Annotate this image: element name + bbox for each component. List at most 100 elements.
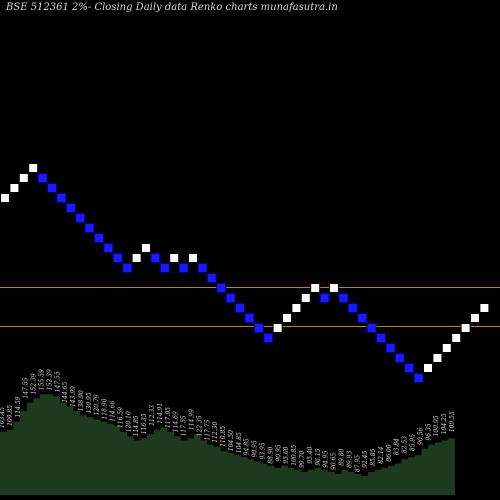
down-brick: [253, 323, 264, 333]
price-label: 112.30: [212, 422, 219, 443]
price-label: 104.25: [441, 413, 448, 434]
price-label: 114.66: [110, 401, 117, 422]
up-brick: [432, 353, 443, 363]
price-label: 100.95: [433, 415, 440, 436]
down-brick: [103, 243, 114, 253]
price-label: 138.90: [78, 390, 85, 411]
price-label: 89.80: [338, 448, 345, 465]
up-brick: [141, 243, 151, 253]
up-brick: [423, 363, 433, 373]
up-brick: [18, 173, 29, 183]
down-brick: [47, 183, 57, 193]
up-brick: [188, 253, 198, 263]
up-brick: [451, 333, 462, 343]
down-brick: [235, 303, 245, 313]
price-label: 85.95: [410, 434, 417, 451]
down-brick: [263, 333, 274, 343]
down-brick: [225, 293, 236, 303]
up-brick: [0, 193, 10, 203]
price-label: 83.84: [394, 438, 401, 455]
price-label: 147.55: [54, 371, 61, 392]
down-brick: [357, 313, 368, 323]
price-label: 94.85: [244, 438, 251, 455]
price-label: 93.95: [260, 442, 267, 459]
price-label: 114.85: [133, 415, 140, 436]
up-brick: [329, 283, 339, 293]
down-brick: [94, 233, 104, 243]
price-label: 86.00: [386, 444, 393, 461]
price-label: 155.59: [38, 369, 45, 390]
price-label: 114.91: [157, 403, 164, 424]
price-label: 82.53: [402, 436, 409, 453]
price-label: 114.69: [173, 411, 180, 432]
price-label: 116.35: [141, 413, 148, 434]
down-brick: [206, 273, 217, 283]
price-label: 152.39: [46, 369, 53, 390]
price-label: 104.85: [236, 432, 243, 453]
up-brick: [272, 323, 283, 333]
price-label: 118.90: [102, 398, 109, 419]
price-label: 96.35: [425, 423, 432, 440]
price-label: 144.65: [62, 382, 69, 403]
down-brick: [37, 173, 48, 183]
up-brick: [28, 163, 39, 173]
price-label: 92.45: [362, 451, 369, 468]
down-brick: [112, 253, 123, 263]
price-label: 120.10: [125, 411, 132, 432]
price-label: 143.99: [70, 386, 77, 407]
down-brick: [376, 333, 386, 343]
up-brick: [460, 323, 471, 333]
volume-fill: [0, 394, 455, 495]
up-brick: [282, 313, 292, 323]
price-label: 152.39: [31, 373, 38, 394]
level-lines: [0, 287, 500, 327]
price-label: 116.59: [117, 407, 124, 428]
down-brick: [244, 313, 255, 323]
price-label: 147.55: [23, 377, 30, 398]
down-brick: [150, 253, 161, 263]
price-label: 90.65: [331, 453, 338, 470]
down-brick: [338, 293, 349, 303]
price-label: 109.55: [449, 411, 456, 432]
up-brick: [470, 313, 480, 323]
price-label: 117.75: [204, 419, 211, 440]
down-brick: [319, 293, 330, 303]
down-brick: [84, 223, 95, 233]
up-brick: [479, 303, 490, 313]
price-label: 87.95: [354, 455, 361, 472]
price-label: 120.79: [94, 394, 101, 415]
price-label: 104.50: [228, 430, 235, 451]
up-brick: [300, 293, 311, 303]
price-label: 103.45: [0, 407, 6, 428]
up-brick: [131, 253, 142, 263]
down-brick: [404, 363, 415, 373]
price-label: 117.95: [165, 407, 172, 428]
price-label: 85.85: [370, 448, 377, 465]
down-brick: [385, 343, 396, 353]
up-brick: [291, 303, 302, 313]
down-brick: [56, 193, 67, 203]
down-brick: [159, 263, 170, 273]
volume-area: [0, 394, 455, 495]
price-label: 112.33: [149, 405, 156, 426]
up-brick: [310, 283, 321, 293]
price-label: 95.40: [307, 446, 314, 463]
down-brick: [366, 323, 377, 333]
price-label: 90.56: [417, 427, 424, 444]
up-brick: [441, 343, 452, 353]
down-brick: [197, 263, 208, 273]
price-label: 110.85: [220, 426, 227, 447]
price-label: 100.85: [291, 445, 298, 466]
down-brick: [75, 213, 86, 223]
down-brick: [122, 263, 133, 273]
down-brick: [394, 353, 405, 363]
price-label: 82.14: [378, 446, 385, 463]
up-brick: [9, 183, 20, 193]
price-label: 130.95: [86, 392, 93, 413]
price-label: 90.95: [275, 444, 282, 461]
down-brick: [413, 373, 424, 383]
price-label: 109.85: [7, 405, 14, 426]
price-label: 114.99: [188, 409, 195, 430]
